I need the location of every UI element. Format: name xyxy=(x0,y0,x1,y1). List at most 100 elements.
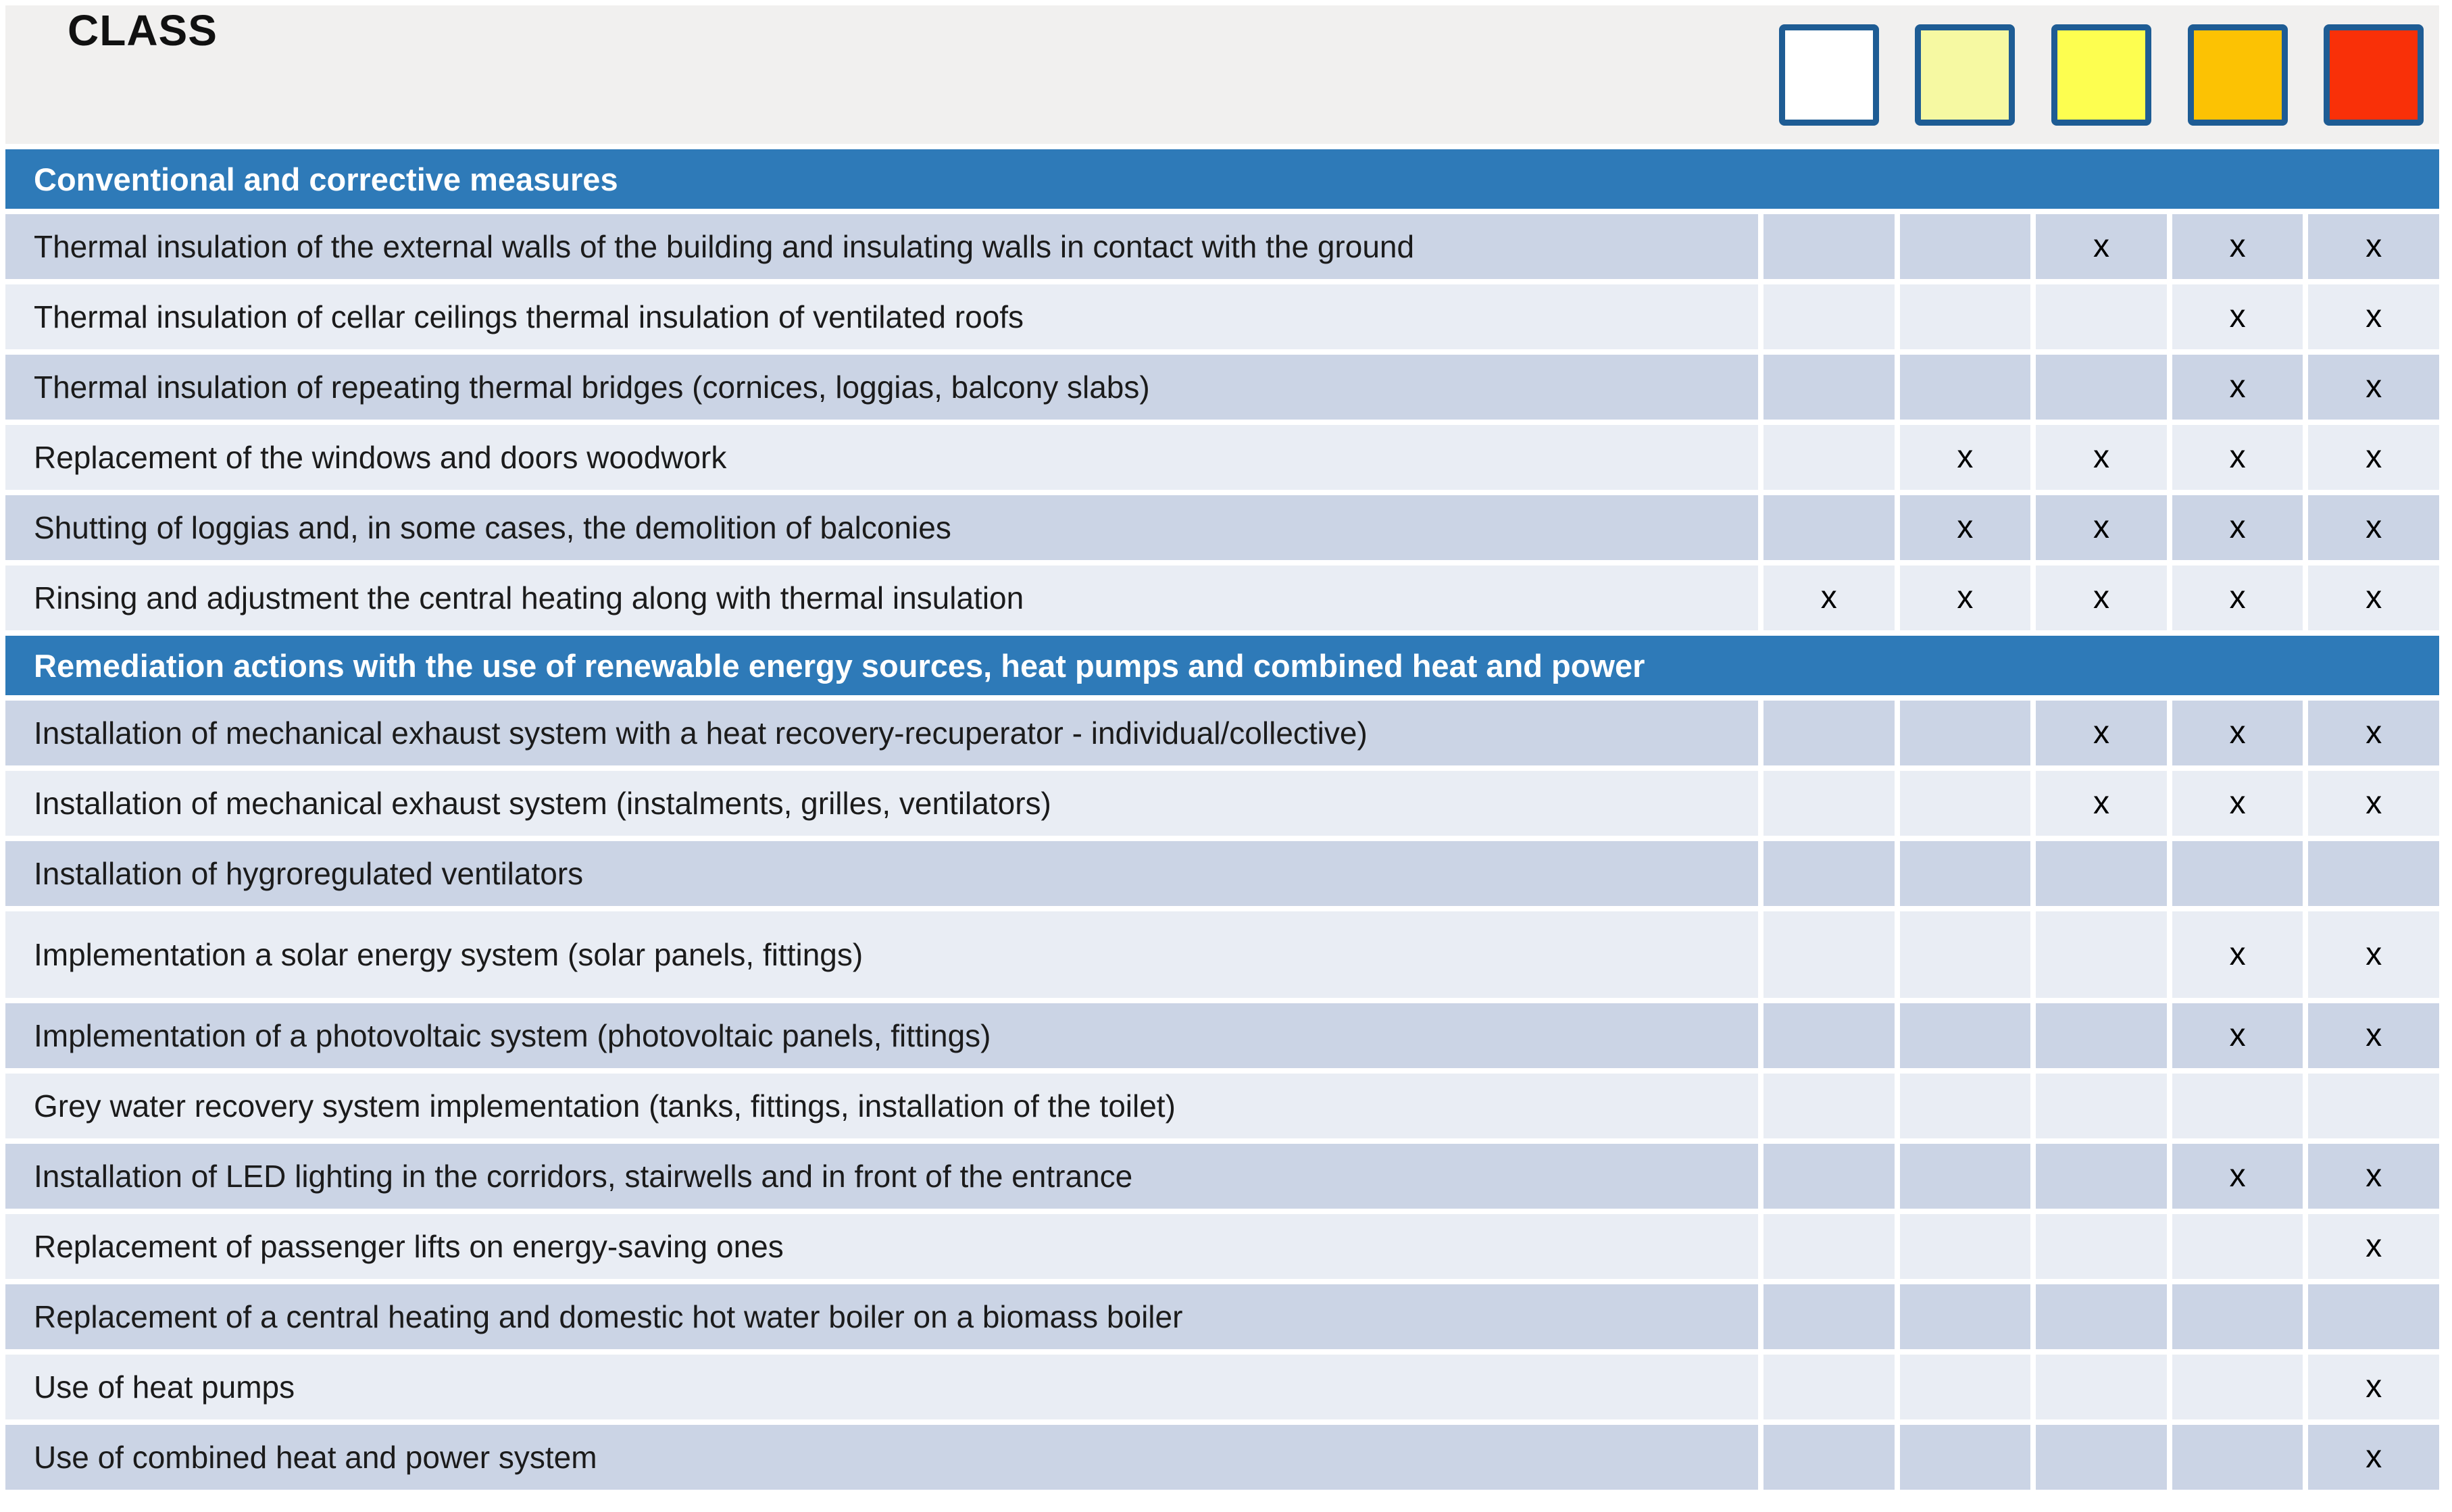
table-row: Grey water recovery system implementatio… xyxy=(5,1074,2439,1138)
table-row: Use of heat pumps x xyxy=(5,1355,2439,1419)
measure-label: Thermal insulation of cellar ceilings th… xyxy=(5,284,1758,349)
mark-cell-checked: x xyxy=(2308,214,2439,279)
mark-cell-empty xyxy=(1899,1003,2031,1068)
table-row: Replacement of a central heating and dom… xyxy=(5,1284,2439,1349)
measure-label: Implementation of a photovoltaic system … xyxy=(5,1003,1758,1068)
table-row: Installation of hygroregulated ventilato… xyxy=(5,841,2439,906)
mark-cell-checked: x xyxy=(2172,495,2303,560)
class-swatch-red xyxy=(2324,24,2424,126)
table-row: Installation of LED lighting in the corr… xyxy=(5,1144,2439,1209)
table-row: Replacement of passenger lifts on energy… xyxy=(5,1214,2439,1279)
mark-cell-empty xyxy=(2036,1003,2167,1068)
measure-label: Use of heat pumps xyxy=(5,1355,1758,1419)
mark-cell-checked: x xyxy=(2308,1003,2439,1068)
mark-cell-empty xyxy=(2308,1074,2439,1138)
mark-cell-checked: x xyxy=(2036,495,2167,560)
measure-label: Grey water recovery system implementatio… xyxy=(5,1074,1758,1138)
table-row: Rinsing and adjustment the central heati… xyxy=(5,565,2439,630)
mark-cell-checked: x xyxy=(2036,701,2167,765)
mark-cell-empty xyxy=(1899,1425,2031,1490)
table-body: Conventional and corrective measures The… xyxy=(5,149,2439,1490)
mark-cell-checked: x xyxy=(2172,425,2303,490)
measure-label: Rinsing and adjustment the central heati… xyxy=(5,565,1758,630)
measure-label: Shutting of loggias and, in some cases, … xyxy=(5,495,1758,560)
mark-cell-empty xyxy=(2308,1284,2439,1349)
mark-cell-empty xyxy=(1763,1074,1895,1138)
mark-cell-checked: x xyxy=(2308,1144,2439,1209)
mark-cell-empty xyxy=(1763,911,1895,998)
mark-cell-empty xyxy=(1899,841,2031,906)
mark-cell-checked: x xyxy=(2308,284,2439,349)
section-title: Conventional and corrective measures xyxy=(34,161,618,197)
measure-label: Installation of hygroregulated ventilato… xyxy=(5,841,1758,906)
mark-cell-empty xyxy=(2036,284,2167,349)
measure-label: Thermal insulation of the external walls… xyxy=(5,214,1758,279)
mark-cell-checked: x xyxy=(2308,1355,2439,1419)
mark-cell-checked: x xyxy=(2308,355,2439,420)
mark-cell-checked: x xyxy=(2172,214,2303,279)
mark-cell-empty xyxy=(2036,1074,2167,1138)
mark-cell-empty xyxy=(1763,1214,1895,1279)
mark-cell-empty xyxy=(1763,1284,1895,1349)
mark-cell-checked: x xyxy=(2172,771,2303,836)
mark-cell-empty xyxy=(1763,771,1895,836)
class-swatch-cell xyxy=(2036,5,2167,144)
mark-cell-empty xyxy=(2036,1214,2167,1279)
mark-cell-checked: x xyxy=(2172,565,2303,630)
mark-cell-checked: x xyxy=(2308,771,2439,836)
table-row: Installation of mechanical exhaust syste… xyxy=(5,701,2439,765)
mark-cell-checked: x xyxy=(2036,771,2167,836)
measure-label: Replacement of a central heating and dom… xyxy=(5,1284,1758,1349)
mark-cell-empty xyxy=(2308,841,2439,906)
measure-label: Installation of LED lighting in the corr… xyxy=(5,1144,1758,1209)
mark-cell-empty xyxy=(2036,1425,2167,1490)
mark-cell-checked: x xyxy=(2308,495,2439,560)
mark-cell-checked: x xyxy=(1899,565,2031,630)
table-row: Thermal insulation of the external walls… xyxy=(5,214,2439,279)
measure-label: Installation of mechanical exhaust syste… xyxy=(5,701,1758,765)
section-header: Conventional and corrective measures xyxy=(5,149,2439,209)
measure-label: Installation of mechanical exhaust syste… xyxy=(5,771,1758,836)
mark-cell-empty xyxy=(2172,841,2303,906)
mark-cell-empty xyxy=(2172,1355,2303,1419)
mark-cell-checked: x xyxy=(2308,701,2439,765)
table-row: Shutting of loggias and, in some cases, … xyxy=(5,495,2439,560)
mark-cell-empty xyxy=(1763,214,1895,279)
measure-label: Replacement of the windows and doors woo… xyxy=(5,425,1758,490)
table-row: Implementation of a photovoltaic system … xyxy=(5,1003,2439,1068)
mark-cell-checked: x xyxy=(2036,565,2167,630)
mark-cell-checked: x xyxy=(1899,495,2031,560)
mark-cell-checked: x xyxy=(2172,701,2303,765)
class-swatch-cell xyxy=(1900,5,2031,144)
mark-cell-checked: x xyxy=(1899,425,2031,490)
measure-label: Replacement of passenger lifts on energy… xyxy=(5,1214,1758,1279)
class-swatch-cell xyxy=(2172,5,2303,144)
mark-cell-empty xyxy=(1763,1355,1895,1419)
mark-cell-empty xyxy=(1763,1003,1895,1068)
mark-cell-empty xyxy=(1899,771,2031,836)
header-title-cell: CLASS xyxy=(5,5,1758,144)
table-row: Thermal insulation of repeating thermal … xyxy=(5,355,2439,420)
mark-cell-checked: x xyxy=(2172,355,2303,420)
mark-cell-empty xyxy=(1763,495,1895,560)
mark-cell-empty xyxy=(1763,701,1895,765)
page-title: CLASS xyxy=(68,6,218,55)
class-swatch-white xyxy=(1778,24,1879,126)
mark-cell-empty xyxy=(1899,1355,2031,1419)
measure-label: Use of combined heat and power system xyxy=(5,1425,1758,1490)
measure-label: Implementation a solar energy system (so… xyxy=(5,911,1758,998)
mark-cell-empty xyxy=(1763,1144,1895,1209)
mark-cell-checked: x xyxy=(2308,1214,2439,1279)
mark-cell-empty xyxy=(1899,701,2031,765)
class-swatch-cell xyxy=(2308,5,2439,144)
mark-cell-empty xyxy=(1899,1284,2031,1349)
table-row: Implementation a solar energy system (so… xyxy=(5,911,2439,998)
mark-cell-empty xyxy=(1763,425,1895,490)
table-row: Thermal insulation of cellar ceilings th… xyxy=(5,284,2439,349)
mark-cell-empty xyxy=(2036,841,2167,906)
class-swatch-orange xyxy=(2187,24,2288,126)
mark-cell-empty xyxy=(2036,1284,2167,1349)
mark-cell-empty xyxy=(2172,1214,2303,1279)
section-header: Remediation actions with the use of rene… xyxy=(5,636,2439,695)
mark-cell-empty xyxy=(1899,1144,2031,1209)
